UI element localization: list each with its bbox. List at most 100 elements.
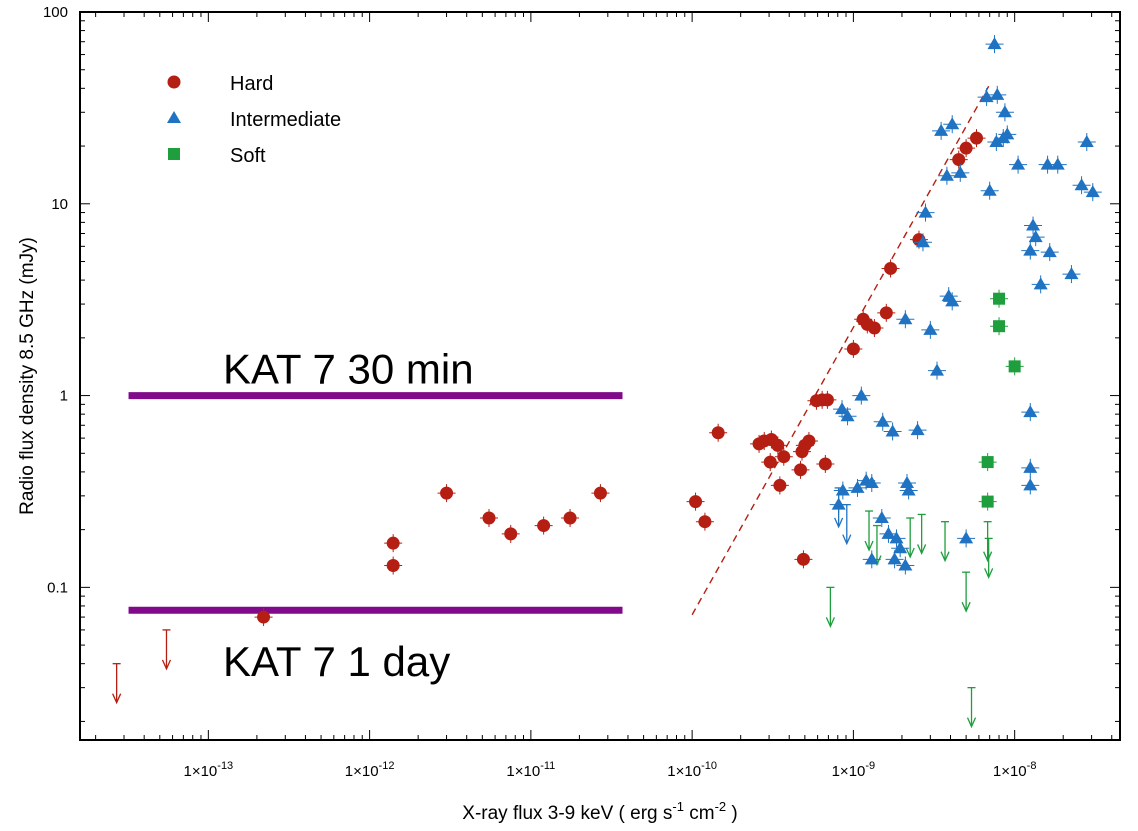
intermediate-point bbox=[982, 183, 997, 196]
intermediate-point-group bbox=[928, 361, 947, 380]
intermediate-point bbox=[831, 497, 846, 510]
x-axis-title-mid: cm bbox=[684, 803, 715, 824]
intermediate-point-group bbox=[883, 422, 902, 441]
fit-line bbox=[691, 85, 990, 616]
hard-point bbox=[563, 511, 577, 525]
intermediate-point bbox=[918, 205, 933, 218]
hard-point bbox=[820, 393, 834, 407]
intermediate-point-group bbox=[987, 132, 1006, 151]
hard-point-group bbox=[818, 390, 837, 409]
intermediate-point bbox=[875, 414, 890, 427]
upper-limit-head bbox=[983, 551, 993, 563]
hard-point-group bbox=[770, 476, 789, 495]
soft-point bbox=[981, 456, 994, 469]
x-tick-label-exp: -11 bbox=[540, 760, 555, 772]
legend-label-soft: Soft bbox=[230, 145, 266, 167]
upper-limit-head bbox=[966, 717, 977, 729]
legend-label-hard: Hard bbox=[230, 73, 273, 95]
hard-point-group bbox=[254, 608, 273, 627]
intermediate-point bbox=[835, 483, 850, 496]
hard-point bbox=[386, 559, 400, 573]
x-axis-title-base: X-ray flux 3-9 keV ( erg s bbox=[462, 803, 672, 824]
intermediate-point-group bbox=[872, 508, 891, 527]
intermediate-point bbox=[864, 552, 879, 565]
axis-tick-labels: 1×10-13 1×10-12 1×10-11 1×10-10 1×10-9 1×10-8… bbox=[43, 4, 1036, 780]
hard-point-group bbox=[591, 484, 610, 503]
hard-point bbox=[802, 434, 816, 448]
hard-point-group bbox=[881, 259, 900, 278]
hard-point-group bbox=[816, 454, 835, 473]
hard-point bbox=[386, 536, 400, 550]
intermediate-point-group bbox=[916, 203, 935, 222]
hard-point-group bbox=[384, 556, 403, 575]
intermediate-point bbox=[939, 168, 954, 181]
hard-point bbox=[818, 457, 832, 471]
intermediate-point bbox=[997, 105, 1012, 118]
x-tick-label: 1×10-9 bbox=[832, 760, 876, 780]
intermediate-point bbox=[989, 134, 1004, 147]
upper-limit-head bbox=[864, 540, 874, 552]
soft-point bbox=[1008, 360, 1021, 373]
intermediate-point bbox=[840, 409, 855, 422]
x-tick-label-exp: -12 bbox=[379, 760, 395, 772]
upper-limit-head bbox=[112, 693, 122, 705]
intermediate-point-group bbox=[1072, 176, 1091, 195]
x-axis-title-sup1: -1 bbox=[672, 799, 684, 814]
x-tick-label: 1×10-12 bbox=[345, 760, 395, 780]
upper-limit-head bbox=[905, 547, 915, 559]
intermediate-point bbox=[923, 322, 938, 335]
intermediate-point-group bbox=[1021, 241, 1040, 260]
intermediate-point-group bbox=[1021, 458, 1040, 477]
intermediate-point-group bbox=[873, 412, 892, 431]
legend-marker-soft bbox=[168, 148, 180, 160]
intermediate-point bbox=[1028, 230, 1043, 243]
soft-point-group bbox=[1005, 357, 1024, 376]
hard-point bbox=[711, 426, 725, 440]
intermediate-point bbox=[990, 87, 1005, 100]
hard-point-group bbox=[967, 129, 986, 148]
intermediate-point-group bbox=[833, 481, 852, 500]
legend-marker-hard bbox=[167, 75, 181, 89]
hard-point bbox=[593, 486, 607, 500]
intermediate-point bbox=[850, 480, 865, 493]
x-axis-title: X-ray flux 3-9 keV ( erg s-1 cm-2 ) bbox=[462, 799, 737, 824]
x-tick-label: 1×10-8 bbox=[993, 760, 1037, 780]
intermediate-point-group bbox=[957, 529, 976, 548]
x-tick-label-exp: -8 bbox=[1027, 760, 1037, 772]
hard-point bbox=[763, 455, 777, 469]
intermediate-point bbox=[1000, 127, 1015, 140]
x-tick-label-base: 1×10 bbox=[667, 763, 701, 780]
intermediate-point bbox=[1033, 277, 1048, 290]
hard-point-group bbox=[437, 484, 456, 503]
hard-point-group bbox=[480, 508, 499, 527]
upper-limit-arrow bbox=[961, 571, 971, 613]
intermediate-point-group bbox=[896, 310, 915, 329]
intermediate-point-group bbox=[838, 407, 857, 426]
legend-label-intermediate: Intermediate bbox=[230, 109, 341, 131]
soft-point-group bbox=[990, 317, 1009, 336]
x-tick-label-base: 1×10 bbox=[345, 763, 379, 780]
intermediate-point-group bbox=[1026, 228, 1045, 247]
intermediate-point bbox=[1023, 478, 1038, 491]
hard-point-group bbox=[949, 150, 968, 169]
hard-point bbox=[796, 552, 810, 566]
upper-limit-head bbox=[834, 517, 844, 529]
y-tick-label: 100 bbox=[43, 4, 68, 21]
hard-point bbox=[867, 321, 881, 335]
intermediate-point bbox=[915, 235, 930, 248]
intermediate-point-group bbox=[951, 163, 970, 182]
intermediate-point bbox=[898, 312, 913, 325]
upper-limit-head bbox=[842, 534, 852, 546]
intermediate-point-group bbox=[943, 292, 962, 311]
hard-point bbox=[794, 463, 808, 477]
intermediate-point-group bbox=[829, 495, 848, 514]
intermediate-point bbox=[910, 423, 925, 436]
intermediate-point bbox=[864, 476, 879, 489]
hard-point bbox=[773, 478, 787, 492]
intermediate-point bbox=[1026, 218, 1041, 231]
intermediate-point bbox=[900, 476, 915, 489]
intermediate-point-group bbox=[848, 478, 867, 497]
intermediate-point-group bbox=[1077, 132, 1096, 151]
hard-point-group bbox=[768, 436, 787, 455]
upper-limit-arrow bbox=[984, 537, 994, 580]
